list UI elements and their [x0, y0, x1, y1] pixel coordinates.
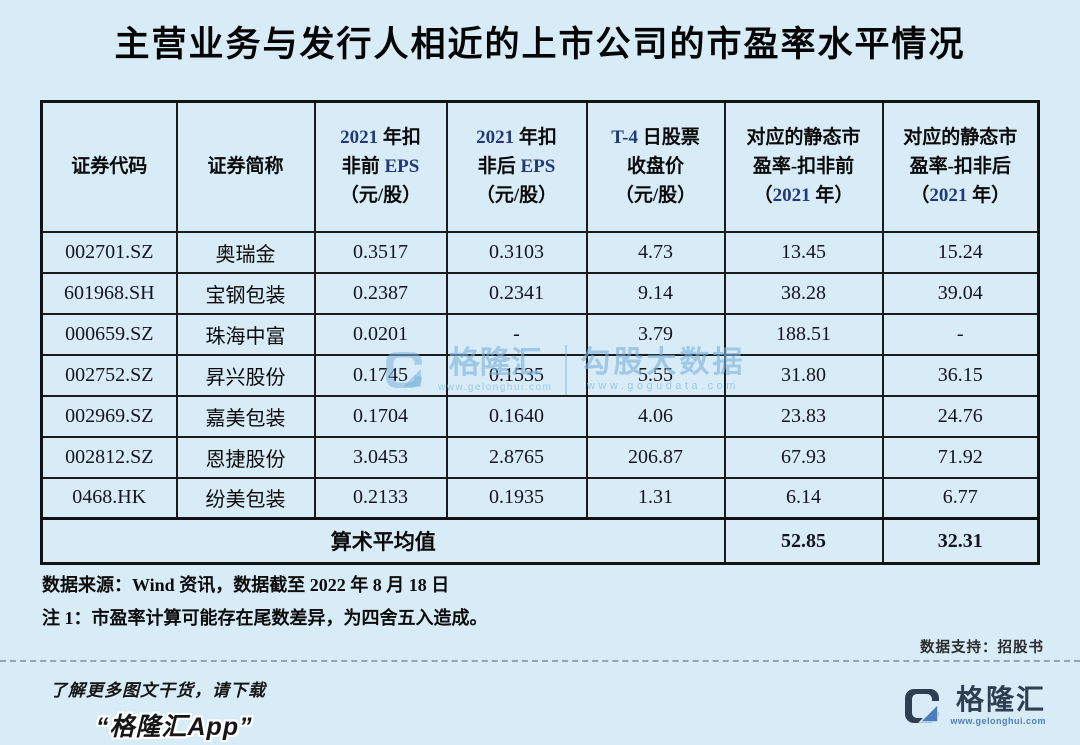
table-row: 002752.SZ 昇兴股份 0.1745 0.1535 5.55 31.80 36.15	[40, 353, 1040, 397]
summary-label-cell: 算术平均值	[40, 517, 726, 565]
cell-eps_pre: 0.1745	[313, 353, 448, 397]
cell-close: 206.87	[585, 435, 726, 479]
col-header-eps_post: 2021 年扣 非后 EPS （元/股）	[445, 100, 588, 233]
col-header-code: 证券代码	[40, 100, 178, 233]
cell-eps_pre: 3.0453	[313, 435, 448, 479]
cell-code: 002969.SZ	[40, 394, 178, 438]
cell-pe_pre: 6.14	[723, 476, 884, 520]
cell-pe_pre: 23.83	[723, 394, 884, 438]
cell-eps_post: 0.1935	[445, 476, 588, 520]
col-header-pe_post: 对应的静态市 盈率-扣非后 （2021 年）	[881, 100, 1040, 233]
cell-name: 纷美包装	[175, 476, 316, 520]
cell-close: 1.31	[585, 476, 726, 520]
table-row: 601968.SH 宝钢包装 0.2387 0.2341 9.14 38.28 39.04	[40, 271, 1040, 315]
col-header-close: T-4 日股票 收盘价 （元/股）	[585, 100, 726, 233]
summary-row: 算术平均值 52.85 32.31	[40, 517, 1040, 565]
brand-url: www.gelonghui.com	[950, 716, 1046, 726]
data-source-note: 数据来源：Wind 资讯，数据截至 2022 年 8 月 18 日	[42, 575, 450, 595]
footer-divider	[0, 660, 1080, 662]
pe-ratio-table: 证券代码 证券简称 2021 年扣 非前 EPS （元/股） 2021 年扣 非后 EPS （…	[40, 100, 1040, 565]
cell-pe_pre: 67.93	[723, 435, 884, 479]
cell-code: 002752.SZ	[40, 353, 178, 397]
cell-name: 奥瑞金	[175, 230, 316, 274]
summary-pe_post-cell: 32.31	[881, 517, 1040, 565]
cell-code: 000659.SZ	[40, 312, 178, 356]
cell-code: 601968.SH	[40, 271, 178, 315]
brand-name: 格隆汇	[955, 684, 1046, 715]
promo-app-name: “格隆汇App”	[96, 713, 253, 741]
cell-eps_post: 0.3103	[445, 230, 588, 274]
cell-code: 002701.SZ	[40, 230, 178, 274]
cell-pe_post: 6.77	[881, 476, 1040, 520]
data-support-label: 数据支持：招股书	[920, 640, 1044, 656]
table-header-row: 证券代码 证券简称 2021 年扣 非前 EPS （元/股） 2021 年扣 非后 EPS （…	[40, 100, 1040, 233]
cell-name: 嘉美包装	[175, 394, 316, 438]
cell-name: 珠海中富	[175, 312, 316, 356]
cell-eps_post: 0.2341	[445, 271, 588, 315]
cell-pe_post: -	[881, 312, 1040, 356]
cell-close: 9.14	[585, 271, 726, 315]
cell-eps_post: 0.1535	[445, 353, 588, 397]
cell-name: 宝钢包装	[175, 271, 316, 315]
cell-eps_post: 0.1640	[445, 394, 588, 438]
cell-pe_post: 36.15	[881, 353, 1040, 397]
table-notes: 数据来源：Wind 资讯，数据截至 2022 年 8 月 18 日 注 1：市盈…	[42, 569, 488, 635]
cell-pe_post: 39.04	[881, 271, 1040, 315]
cell-pe_pre: 38.28	[723, 271, 884, 315]
cell-pe_pre: 188.51	[723, 312, 884, 356]
promo-text: 了解更多图文干货，请下载	[50, 681, 266, 700]
cell-pe_pre: 13.45	[723, 230, 884, 274]
gelonghui-logo: 格隆汇 www.gelonghui.com	[902, 686, 1046, 726]
cell-code: 002812.SZ	[40, 435, 178, 479]
cell-eps_pre: 0.1704	[313, 394, 448, 438]
page-title: 主营业务与发行人相近的上市公司的市盈率水平情况	[114, 25, 966, 64]
cell-pe_post: 24.76	[881, 394, 1040, 438]
col-header-eps_pre: 2021 年扣 非前 EPS （元/股）	[313, 100, 448, 233]
table-row: 002812.SZ 恩捷股份 3.0453 2.8765 206.87 67.93 71.9…	[40, 435, 1040, 479]
cell-eps_pre: 0.0201	[313, 312, 448, 356]
cell-name: 昇兴股份	[175, 353, 316, 397]
brand-text-block: 格隆汇 www.gelonghui.com	[950, 686, 1046, 726]
col-header-pe_pre: 对应的静态市 盈率-扣非前 （2021 年）	[723, 100, 884, 233]
table-row: 000659.SZ 珠海中富 0.0201-3.79 188.51-	[40, 312, 1040, 356]
cell-close: 4.73	[585, 230, 726, 274]
cell-name: 恩捷股份	[175, 435, 316, 479]
cell-eps_pre: 0.2133	[313, 476, 448, 520]
table-row: 0468.HK 纷美包装 0.2133 0.1935 1.31 6.14 6.77	[40, 476, 1040, 520]
gelonghui-g-icon	[905, 689, 940, 723]
cell-close: 4.06	[585, 394, 726, 438]
cell-pe_post: 15.24	[881, 230, 1040, 274]
cell-eps_post: 2.8765	[445, 435, 588, 479]
cell-close: 5.55	[585, 353, 726, 397]
cell-eps_post: -	[445, 312, 588, 356]
rounding-note: 注 1：市盈率计算可能存在尾数差异，为四舍五入造成。	[42, 608, 488, 628]
summary-pe_pre-cell: 52.85	[723, 517, 884, 565]
cell-pe_post: 71.92	[881, 435, 1040, 479]
cell-eps_pre: 0.3517	[313, 230, 448, 274]
cell-pe_pre: 31.80	[723, 353, 884, 397]
cell-code: 0468.HK	[40, 476, 178, 520]
table-row: 002701.SZ 奥瑞金 0.3517 0.3103 4.73 13.45 15.24	[40, 230, 1040, 274]
col-header-name: 证券简称	[175, 100, 316, 233]
cell-eps_pre: 0.2387	[313, 271, 448, 315]
cell-close: 3.79	[585, 312, 726, 356]
app-promo: 了解更多图文干货，请下载 “格隆汇App”	[50, 676, 266, 743]
table-row: 002969.SZ 嘉美包装 0.1704 0.1640 4.06 23.83 24.76	[40, 394, 1040, 438]
